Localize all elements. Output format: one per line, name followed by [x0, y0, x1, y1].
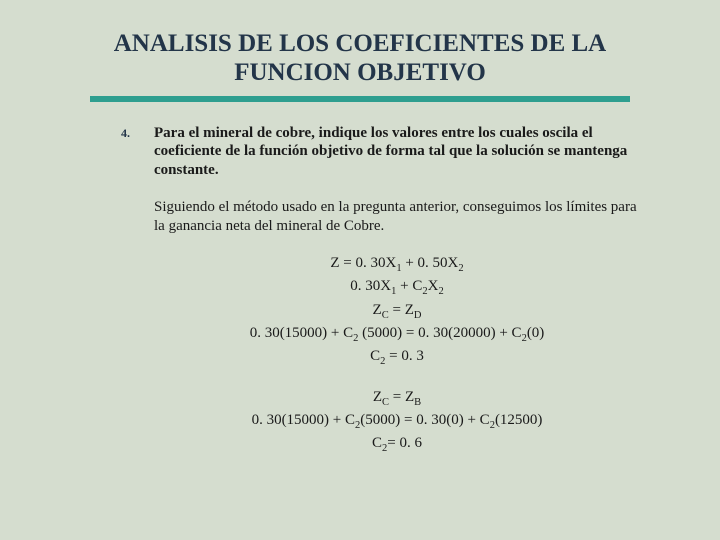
title-line-1: ANALISIS DE LOS COEFICIENTES DE LA: [114, 30, 607, 57]
equation-block-2: ZC = ZB0. 30(15000) + C2(5000) = 0. 30(0…: [154, 387, 640, 457]
item-number: 4.: [110, 124, 130, 457]
content: Para el mineral de cobre, indique los va…: [154, 124, 640, 457]
explanation-text: Siguiendo el método usado en la pregunta…: [154, 198, 640, 236]
question-text: Para el mineral de cobre, indique los va…: [154, 124, 640, 180]
body: 4. Para el mineral de cobre, indique los…: [50, 124, 670, 457]
divider-rule: [90, 96, 630, 102]
equation-block-1: Z = 0. 30X1 + 0. 50X20. 30X1 + C2X2ZC = …: [154, 253, 640, 369]
slide-title: ANALISIS DE LOS COEFICIENTES DE LA FUNCI…: [50, 30, 670, 88]
title-line-2: FUNCION OBJETIVO: [234, 59, 486, 86]
slide: ANALISIS DE LOS COEFICIENTES DE LA FUNCI…: [0, 0, 720, 540]
